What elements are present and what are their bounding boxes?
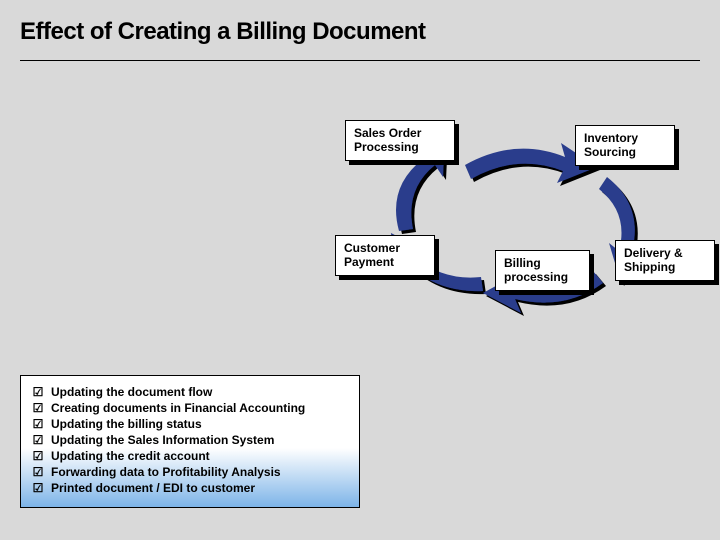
list-item-label: Updating the Sales Information System: [51, 433, 274, 448]
list-item: ☑ Updating the credit account: [31, 449, 349, 464]
list-item-label: Printed document / EDI to customer: [51, 481, 255, 496]
list-item: ☑ Forwarding data to Profitability Analy…: [31, 465, 349, 480]
list-item-label: Updating the billing status: [51, 417, 202, 432]
node-billing: Billing processing: [495, 250, 590, 291]
list-item: ☑ Updating the Sales Information System: [31, 433, 349, 448]
node-sales-order: Sales Order Processing: [345, 120, 455, 161]
list-item: ☑ Creating documents in Financial Accoun…: [31, 401, 349, 416]
list-item-label: Updating the document flow: [51, 385, 212, 400]
cycle-diagram: Sales Order Processing Inventory Sourcin…: [315, 115, 710, 340]
list-item: ☑ Printed document / EDI to customer: [31, 481, 349, 496]
check-icon: ☑: [31, 481, 45, 496]
list-item-label: Updating the credit account: [51, 449, 210, 464]
list-item: ☑ Updating the document flow: [31, 385, 349, 400]
title-divider: [20, 60, 700, 61]
check-icon: ☑: [31, 401, 45, 416]
node-customer: Customer Payment: [335, 235, 435, 276]
check-icon: ☑: [31, 385, 45, 400]
node-inventory: Inventory Sourcing: [575, 125, 675, 166]
check-icon: ☑: [31, 433, 45, 448]
list-item-label: Forwarding data to Profitability Analysi…: [51, 465, 281, 480]
check-icon: ☑: [31, 465, 45, 480]
check-icon: ☑: [31, 417, 45, 432]
check-icon: ☑: [31, 449, 45, 464]
node-delivery: Delivery & Shipping: [615, 240, 715, 281]
effects-list: ☑ Updating the document flow ☑ Creating …: [20, 375, 360, 508]
list-item: ☑ Updating the billing status: [31, 417, 349, 432]
page-title: Effect of Creating a Billing Document: [20, 18, 426, 46]
list-item-label: Creating documents in Financial Accounti…: [51, 401, 305, 416]
